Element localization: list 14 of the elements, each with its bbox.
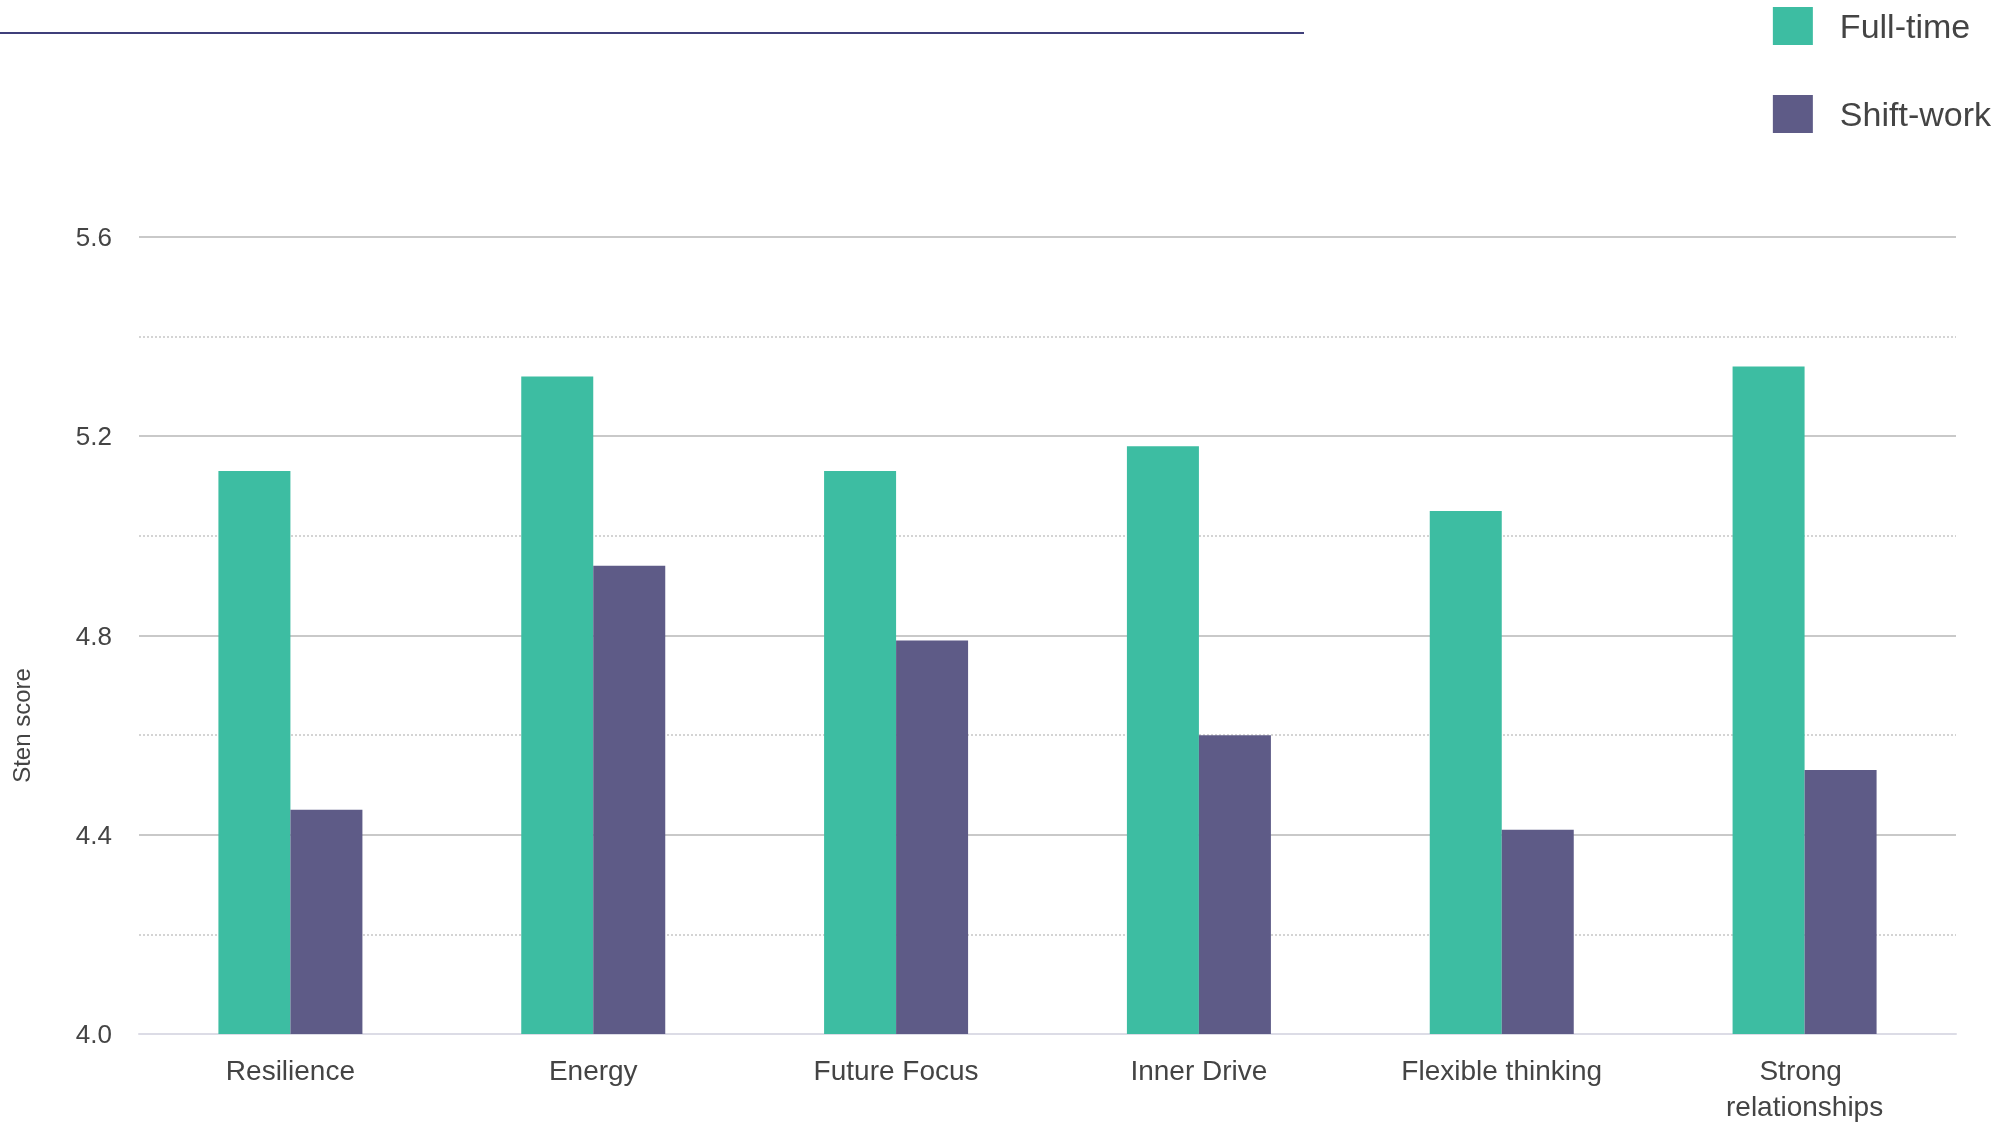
y-tick-label: 5.6 (75, 222, 112, 252)
y-tick-label: 4.4 (75, 819, 112, 850)
x-tick-label: Resilience (225, 1054, 355, 1086)
y-axis-title: Sten score (7, 668, 35, 783)
y-tick-label: 4.8 (75, 620, 112, 651)
y-tick-label: 5.2 (75, 421, 112, 452)
legend-label: Shift-work (1839, 95, 1992, 133)
x-tick-label: Flexible thinking (1401, 1054, 1603, 1086)
x-tick-label: Energy (548, 1054, 638, 1086)
x-tick-label: Strong relationships (1725, 1054, 1884, 1122)
legend-label: Full-time (1839, 7, 1971, 45)
x-tick-label: Inner Drive (1130, 1054, 1268, 1086)
y-tick-label: 4.0 (75, 1019, 112, 1049)
x-tick-label: Future Focus (813, 1054, 979, 1086)
